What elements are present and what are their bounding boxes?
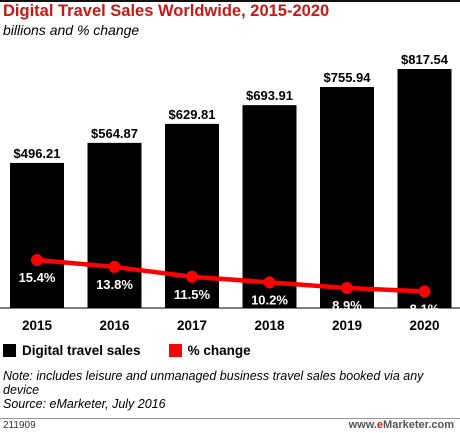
change-label-2017: 11.5% bbox=[174, 287, 211, 302]
change-line bbox=[36, 257, 425, 294]
bar-label-2018: $693.91 bbox=[246, 88, 293, 103]
change-label-2018: 10.2% bbox=[251, 292, 288, 307]
change-point-2016 bbox=[108, 260, 121, 273]
bar-label-2019: $755.94 bbox=[324, 70, 372, 85]
change-point-2017 bbox=[186, 270, 198, 283]
source-text: Source: eMarketer, July 2016 bbox=[3, 397, 166, 411]
bar-2019 bbox=[320, 87, 374, 308]
change-label-2020: 8.1% bbox=[410, 301, 440, 316]
bar-2016 bbox=[87, 142, 142, 308]
brand-url: www.eMarketer.com bbox=[349, 419, 454, 431]
change-point-2015 bbox=[31, 254, 43, 266]
bottom-rule bbox=[0, 418, 460, 419]
brand-rest: Marketer bbox=[383, 419, 429, 431]
change-point-2018 bbox=[263, 276, 276, 289]
legend-label-sales: Digital travel sales bbox=[22, 342, 141, 358]
bar-2018 bbox=[242, 105, 297, 308]
combo-chart: $496.21 $564.87 $629.81 $693.91 $755.94 $817.… bbox=[0, 52, 460, 333]
change-point-2020 bbox=[418, 285, 431, 298]
bar-label-2017: $629.81 bbox=[169, 107, 216, 122]
legend-item-sales: Digital travel sales bbox=[3, 343, 141, 358]
x-tick-2018: 2018 bbox=[254, 318, 285, 333]
bar-label-2016: $564.87 bbox=[91, 126, 138, 141]
legend-label-change: % change bbox=[187, 342, 251, 358]
bar-2015 bbox=[10, 162, 64, 308]
legend-swatch-change bbox=[168, 343, 182, 357]
legend-item-change: % change bbox=[168, 342, 251, 358]
x-tick-2016: 2016 bbox=[99, 318, 130, 333]
x-tick-2015: 2015 bbox=[22, 318, 53, 333]
bar-label-2015: $496.21 bbox=[14, 146, 61, 161]
bar-2020 bbox=[397, 69, 452, 308]
legend: Digital travel sales % change bbox=[3, 340, 279, 360]
change-label-2019: 8.9% bbox=[332, 298, 362, 313]
change-label-2015: 15.4% bbox=[19, 270, 56, 285]
chart-title: Digital Travel Sales Worldwide, 2015-202… bbox=[3, 2, 330, 20]
note-text: Note: includes leisure and unmanaged bus… bbox=[3, 369, 424, 397]
brand-accent: e bbox=[376, 419, 384, 431]
x-tick-2017: 2017 bbox=[177, 318, 207, 333]
x-tick-2019: 2019 bbox=[332, 318, 362, 333]
brand-suffix: .com bbox=[428, 419, 454, 431]
bar-label-2020: $817.54 bbox=[401, 52, 449, 67]
brand-prefix: www. bbox=[348, 419, 377, 431]
chart-id: 211909 bbox=[3, 420, 36, 431]
chart-subtitle: billions and % change bbox=[3, 22, 140, 38]
change-point-2019 bbox=[341, 281, 353, 294]
footnote: Note: includes leisure and unmanaged bus… bbox=[3, 369, 458, 411]
legend-swatch-sales bbox=[3, 343, 16, 357]
top-rule bbox=[0, 0, 460, 2]
change-label-2016: 13.8% bbox=[96, 277, 133, 292]
x-tick-2020: 2020 bbox=[409, 318, 439, 333]
